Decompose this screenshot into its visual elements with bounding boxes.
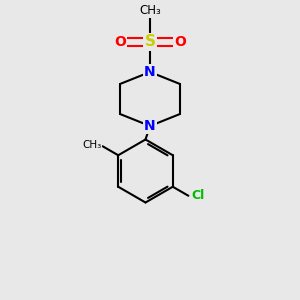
Text: CH₃: CH₃ [82, 140, 101, 150]
Text: Cl: Cl [191, 189, 205, 202]
Text: O: O [114, 35, 126, 49]
Text: N: N [144, 65, 156, 79]
Text: O: O [174, 35, 186, 49]
Text: N: N [144, 119, 156, 133]
Text: S: S [145, 34, 155, 50]
Text: CH₃: CH₃ [139, 4, 161, 17]
